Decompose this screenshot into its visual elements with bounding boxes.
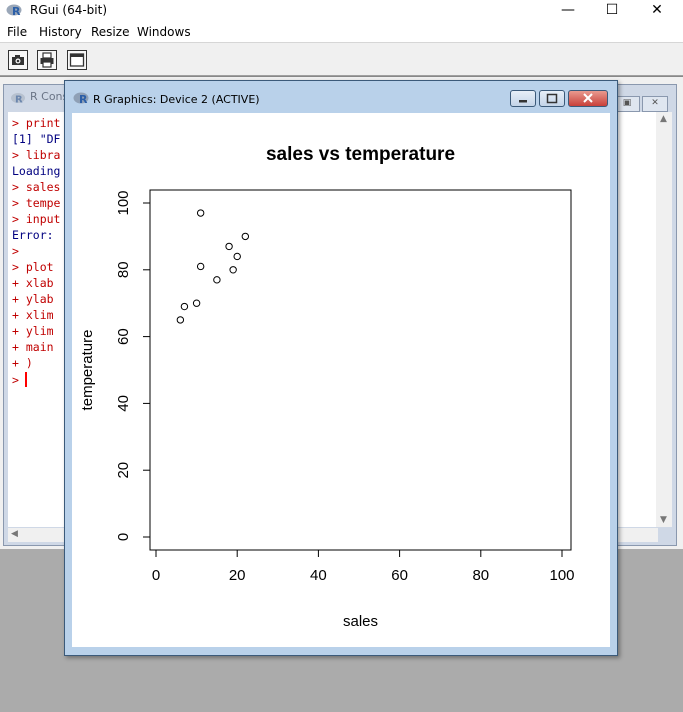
scroll-down-icon[interactable]: ▼ xyxy=(660,515,667,525)
console-window-controls: ▣ ✕ xyxy=(612,90,668,112)
graphics-close-button[interactable] xyxy=(568,90,608,107)
data-point xyxy=(196,262,205,271)
app-title: RGui (64-bit) xyxy=(30,3,108,17)
console-line: > sales xyxy=(12,180,61,194)
graphics-minimize-button[interactable] xyxy=(510,90,536,107)
r-logo-icon: R xyxy=(6,4,22,17)
maximize-icon xyxy=(546,93,558,104)
maximize-icon: ☐ xyxy=(605,2,619,18)
console-line: Error: xyxy=(12,228,54,242)
x-tick-label: 20 xyxy=(229,567,246,584)
camera-button[interactable] xyxy=(8,50,28,70)
data-point xyxy=(176,316,185,324)
data-point xyxy=(229,266,237,274)
x-tick-label: 0 xyxy=(152,567,160,584)
x-tick-label: 100 xyxy=(549,567,574,584)
y-tick-label: 0 xyxy=(115,533,132,541)
chart-title: sales vs temperature xyxy=(266,144,455,165)
scroll-up-icon[interactable]: ▲ xyxy=(660,114,667,124)
y-tick-label: 60 xyxy=(115,328,132,345)
x-tick-label: 60 xyxy=(391,567,408,584)
console-line: + xlim xyxy=(12,308,54,322)
data-point xyxy=(196,209,205,217)
x-axis-label: sales xyxy=(343,613,378,630)
console-close-button[interactable]: ✕ xyxy=(642,96,668,112)
console-line: + ylab xyxy=(12,292,54,306)
menu-file[interactable]: File xyxy=(7,25,28,39)
camera-icon xyxy=(12,55,24,65)
svg-text:R: R xyxy=(12,5,21,17)
minimize-icon: — xyxy=(561,2,575,18)
console-window-button[interactable] xyxy=(67,50,87,70)
minimize-icon xyxy=(519,100,527,103)
console-line: Loading xyxy=(12,164,61,178)
x-tick-label: 80 xyxy=(472,567,489,584)
console-line: [1] "DF xyxy=(12,132,61,146)
menu-bar: File History Resize Windows xyxy=(0,22,683,42)
data-point xyxy=(241,232,250,241)
x-tick-label: 40 xyxy=(310,567,327,584)
console-line: > libra xyxy=(12,148,61,162)
console-vertical-scrollbar[interactable]: ▲ ▼ xyxy=(656,112,672,527)
close-icon: ✕ xyxy=(651,2,663,18)
scatter-plot: sales vs temperature sales temperature 0 20 4… xyxy=(79,144,575,630)
app-titlebar: R RGui (64-bit) — ☐ ✕ xyxy=(0,0,683,22)
printer-icon xyxy=(40,52,54,68)
r-logo-icon: R xyxy=(11,93,25,106)
console-line: + xlab xyxy=(12,276,54,290)
data-point xyxy=(225,242,233,251)
graphics-canvas: sales vs temperature sales temperature 0 20 4… xyxy=(72,113,610,647)
y-tick-label: 20 xyxy=(115,462,132,479)
console-line: + ) xyxy=(12,356,33,370)
console-line: > xyxy=(12,372,27,387)
console-line: > plot xyxy=(12,260,54,274)
window-icon xyxy=(69,53,85,67)
plot-frame xyxy=(149,189,572,551)
print-button[interactable] xyxy=(37,50,57,70)
r-graphics-window[interactable]: R R Graphics: Device 2 (ACTIVE) sales vs… xyxy=(64,80,618,656)
y-tick-label: 80 xyxy=(115,261,132,278)
toolbar xyxy=(0,42,683,76)
close-icon xyxy=(583,93,593,103)
data-point xyxy=(192,299,201,307)
menu-history[interactable]: History xyxy=(39,25,82,39)
console-line: > tempe xyxy=(12,196,61,210)
text-cursor xyxy=(24,372,27,387)
r-logo-icon: R xyxy=(73,92,89,105)
menu-resize[interactable]: Resize xyxy=(91,25,130,39)
minimize-button[interactable]: — xyxy=(545,0,591,22)
data-point xyxy=(213,276,221,284)
graphics-window-title: R Graphics: Device 2 (ACTIVE) xyxy=(93,93,260,106)
data-point xyxy=(233,252,241,261)
console-line: > print xyxy=(12,116,61,130)
menu-windows[interactable]: Windows xyxy=(137,25,191,39)
data-point xyxy=(180,302,189,311)
scroll-left-icon[interactable]: ◀ xyxy=(11,529,18,539)
console-line: + ylim xyxy=(12,324,54,338)
console-line: > xyxy=(12,244,19,258)
y-tick-label: 100 xyxy=(115,190,132,215)
svg-text:R: R xyxy=(15,95,23,106)
maximize-button[interactable]: ☐ xyxy=(589,0,635,22)
graphics-maximize-button[interactable] xyxy=(539,90,565,107)
console-line: + main xyxy=(12,340,54,354)
close-button[interactable]: ✕ xyxy=(634,0,680,22)
console-title: R Cons xyxy=(30,90,69,103)
svg-text:R: R xyxy=(79,93,88,105)
y-tick-label: 40 xyxy=(115,395,132,412)
console-line: > input xyxy=(12,212,61,226)
y-axis-label: temperature xyxy=(79,330,96,411)
